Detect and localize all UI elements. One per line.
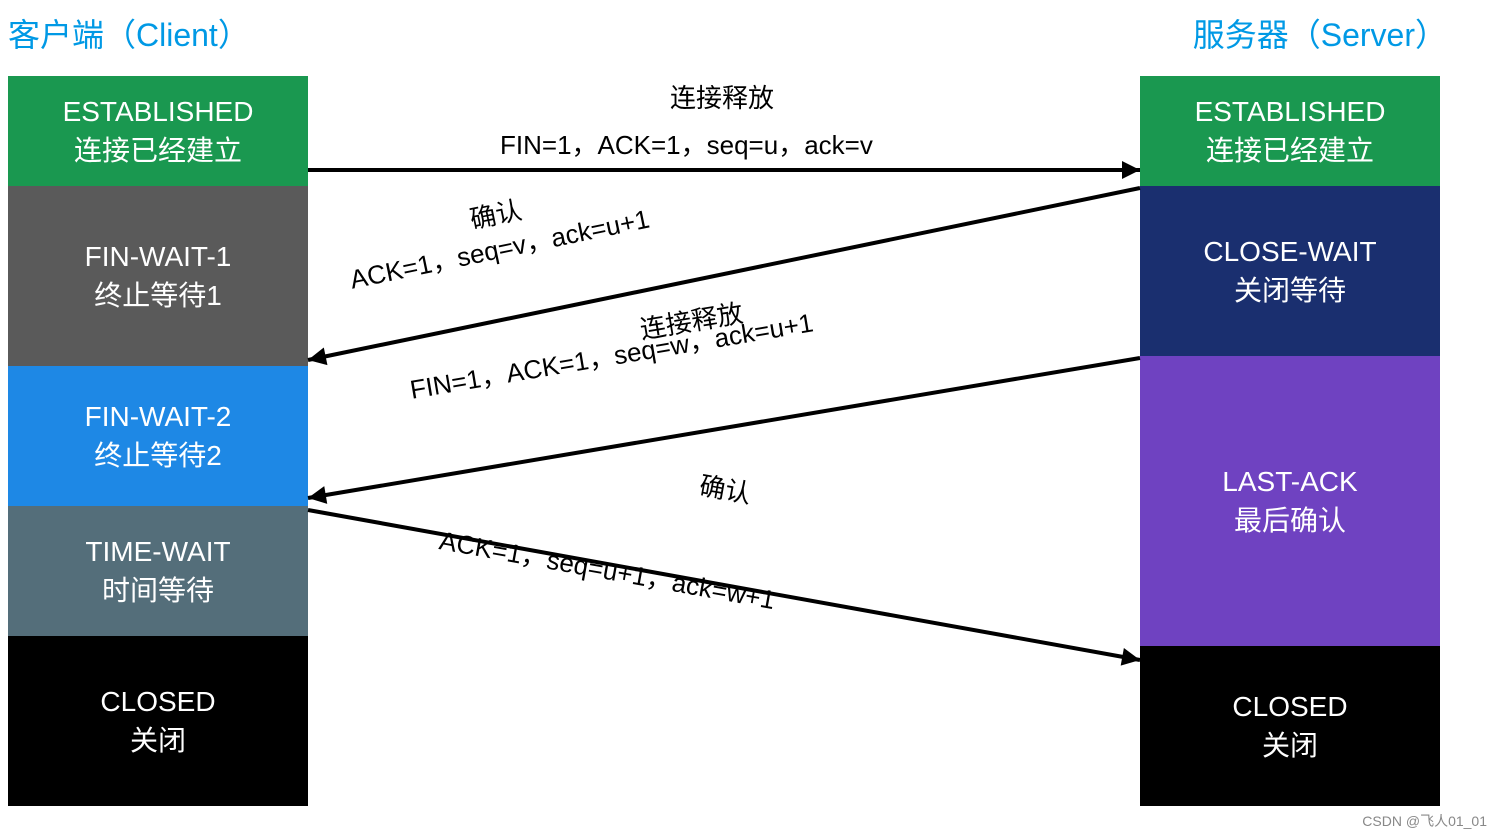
state-label-en: ESTABLISHED	[63, 92, 254, 131]
state-box: TIME-WAIT时间等待	[8, 506, 308, 636]
state-box: CLOSE-WAIT关闭等待	[1140, 186, 1440, 356]
state-box: FIN-WAIT-1终止等待1	[8, 186, 308, 366]
state-label-zh: 关闭	[130, 721, 186, 760]
server-column: ESTABLISHED连接已经建立CLOSE-WAIT关闭等待LAST-ACK最…	[1140, 76, 1440, 806]
state-label-zh: 终止等待2	[94, 436, 222, 475]
state-box: CLOSED关闭	[8, 636, 308, 806]
server-header: 服务器（Server）	[1193, 10, 1447, 56]
state-box: CLOSED关闭	[1140, 646, 1440, 806]
state-box: ESTABLISHED连接已经建立	[1140, 76, 1440, 186]
state-box: LAST-ACK最后确认	[1140, 356, 1440, 646]
watermark: CSDN @飞人01_01	[1362, 811, 1487, 831]
message-title: 确认	[697, 465, 755, 511]
message-arrow	[308, 161, 1140, 179]
message-detail: FIN=1，ACK=1，seq=u，ack=v	[500, 125, 873, 162]
client-column: ESTABLISHED连接已经建立FIN-WAIT-1终止等待1FIN-WAIT…	[8, 76, 308, 806]
state-box: FIN-WAIT-2终止等待2	[8, 366, 308, 506]
state-label-en: ESTABLISHED	[1195, 92, 1386, 131]
state-label-en: CLOSE-WAIT	[1203, 232, 1376, 271]
state-box: ESTABLISHED连接已经建立	[8, 76, 308, 186]
state-label-en: CLOSED	[1232, 687, 1347, 726]
state-label-zh: 关闭	[1262, 726, 1318, 765]
state-label-en: FIN-WAIT-1	[85, 237, 232, 276]
state-label-zh: 关闭等待	[1234, 271, 1346, 310]
state-label-en: FIN-WAIT-2	[85, 397, 232, 436]
state-label-zh: 连接已经建立	[1206, 131, 1374, 170]
message-detail: ACK=1，seq=u+1，ack=w+1	[437, 520, 779, 617]
client-header: 客户端（Client）	[8, 10, 250, 56]
state-label-zh: 最后确认	[1234, 501, 1346, 540]
state-label-en: CLOSED	[100, 682, 215, 721]
state-label-zh: 终止等待1	[94, 276, 222, 315]
state-label-zh: 时间等待	[102, 571, 214, 610]
state-label-zh: 连接已经建立	[74, 131, 242, 170]
message-detail: FIN=1，ACK=1，seq=w，ack=u+1	[407, 303, 816, 407]
state-label-en: LAST-ACK	[1222, 462, 1357, 501]
message-title: 连接释放	[670, 78, 774, 115]
state-label-en: TIME-WAIT	[85, 532, 230, 571]
